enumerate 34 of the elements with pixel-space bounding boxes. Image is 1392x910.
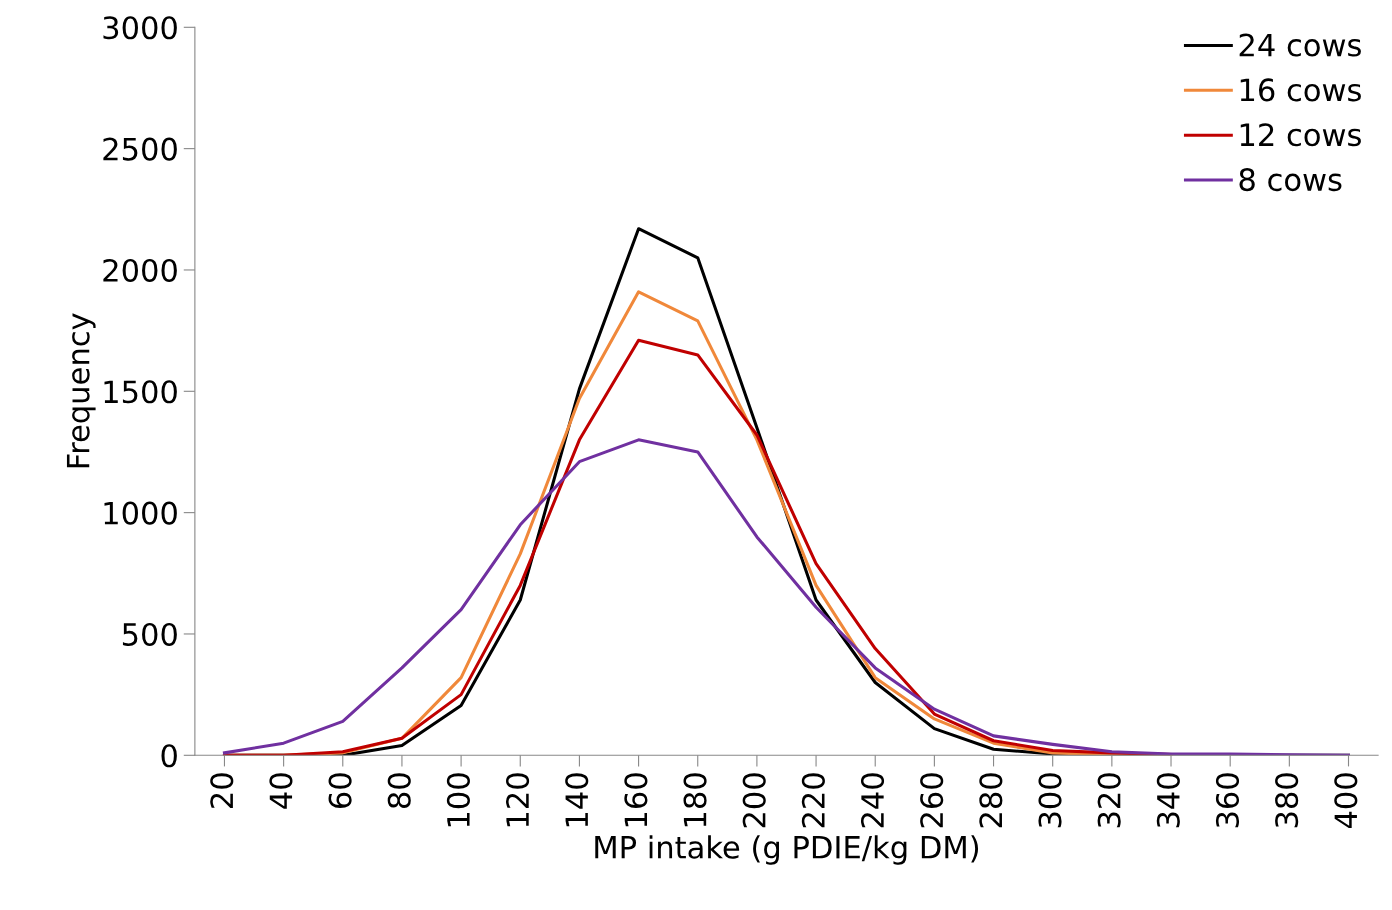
x-tick-label: 160: [624, 773, 648, 827]
x-tick-label: 400: [1334, 773, 1358, 829]
x-axis-title: MP intake (g PDIE/kg DM): [595, 835, 979, 865]
legend-label: 8 cows: [1239, 168, 1342, 192]
x-tick-label: 80: [387, 773, 411, 809]
legend-label: 24 cows: [1239, 33, 1361, 57]
x-tick-label: 260: [920, 773, 944, 828]
x-tick-label: 220: [801, 773, 825, 828]
x-tick-label: 380: [1275, 773, 1299, 828]
y-tick-label: 1000: [104, 501, 177, 525]
y-tick-label: 500: [122, 622, 177, 647]
x-tick-label: 300: [1038, 773, 1062, 828]
x-tick-label: 120: [506, 773, 530, 827]
y-tick-label: 3000: [103, 16, 177, 40]
line-series: [222, 438, 1351, 756]
legend-label: 12 cows: [1240, 123, 1361, 147]
y-tick-label: 1500: [104, 380, 177, 404]
x-tick-label: 280: [979, 773, 1003, 828]
y-axis-title: Frequency: [66, 313, 96, 468]
y-tick-label: 0: [161, 744, 177, 768]
x-tick-label: 60: [328, 773, 352, 809]
y-tick-label: 2000: [103, 258, 177, 283]
x-tick-label: 20: [210, 773, 234, 808]
x-tick-label: 340: [1156, 773, 1180, 828]
x-tick-label: 140: [565, 773, 589, 827]
x-tick-label: 200: [742, 773, 766, 828]
x-tick-label: 40: [269, 773, 293, 809]
x-tick-label: 180: [683, 773, 707, 827]
x-tick-label: 100: [446, 773, 470, 827]
x-tick-label: 360: [1215, 773, 1240, 828]
y-tick-label: 2500: [103, 137, 177, 161]
x-tick-label: 320: [1097, 773, 1121, 828]
legend-label: 16 cows: [1240, 78, 1361, 102]
x-tick-label: 240: [860, 773, 885, 828]
